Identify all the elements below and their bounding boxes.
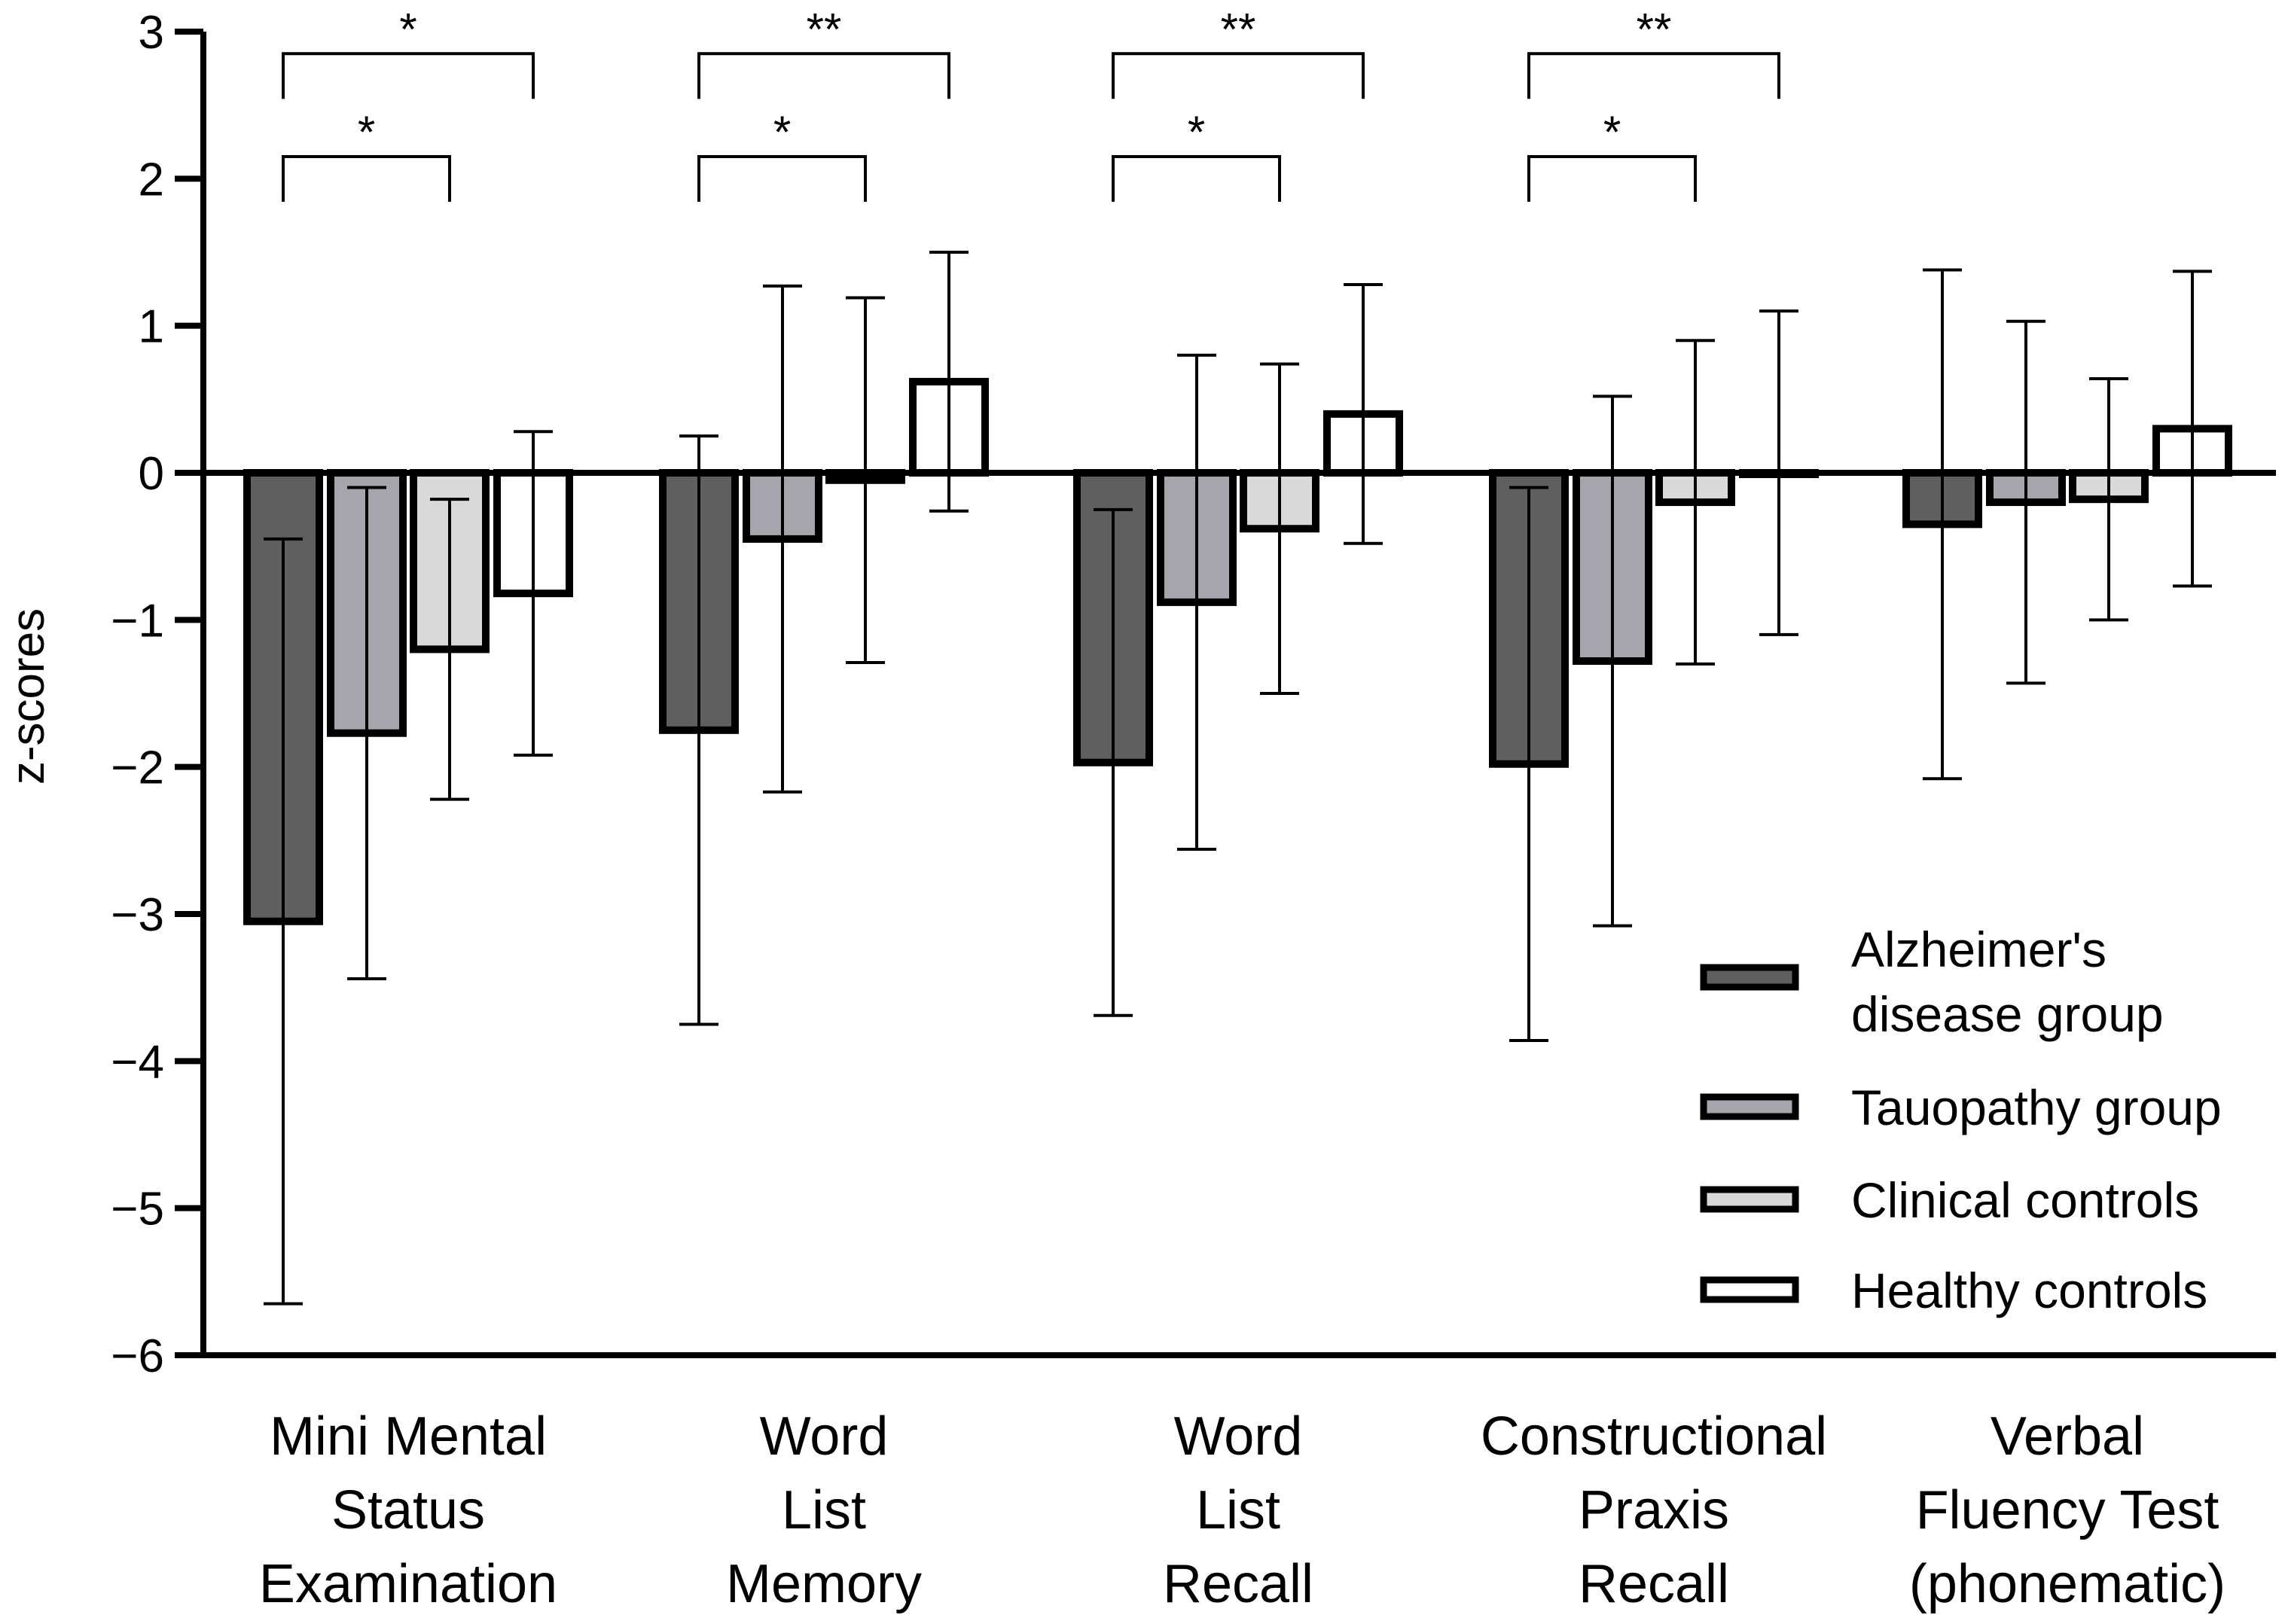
error-bar-alzheimer-s-disease-group-cat4 — [1923, 268, 1962, 781]
legend-swatch — [1700, 1186, 1799, 1213]
x-category-label-line: Praxis — [1579, 1480, 1729, 1540]
y-tick-label: −4 — [111, 1036, 164, 1088]
significance-label: * — [1188, 107, 1205, 157]
significance-bracket: * — [282, 4, 535, 99]
significance-label: * — [773, 107, 791, 157]
x-category-label-line: Memory — [726, 1554, 922, 1614]
significance-bracket: * — [1112, 107, 1281, 203]
legend-swatch — [1700, 1276, 1799, 1303]
x-category-label-3: Constructional Praxis Recall — [1481, 1406, 1827, 1614]
bars-layer — [243, 251, 2232, 1306]
significance-label: * — [358, 107, 375, 157]
axes-layer: 3 2 1 0 −1 −2 −3 −4 −5 −6 Mini Mental Status Examina… — [111, 7, 2276, 1614]
error-bar-healthy-controls-cat4 — [2173, 270, 2212, 588]
x-category-label-line: Mini Mental — [270, 1406, 547, 1467]
error-bar-alzheimer-s-disease-group-cat3 — [1509, 486, 1548, 1042]
y-tick-label: 1 — [139, 301, 164, 353]
legend-swatch — [1700, 1093, 1799, 1120]
error-bar-tauopathy-group-cat1 — [763, 284, 802, 794]
error-bar-tauopathy-group-cat0 — [347, 486, 386, 980]
y-tick-label: 0 — [139, 448, 164, 500]
significance-label: * — [1603, 107, 1621, 157]
error-bar-alzheimer-s-disease-group-cat2 — [1094, 507, 1133, 1017]
significance-bracket: ** — [1112, 4, 1365, 99]
y-tick-label: −1 — [111, 595, 164, 647]
x-category-label-line: Verbal — [1991, 1406, 2144, 1467]
error-bar-healthy-controls-cat2 — [1344, 282, 1383, 545]
error-bar-tauopathy-group-cat3 — [1593, 395, 1632, 928]
x-category-label-line: List — [1196, 1480, 1280, 1540]
significance-layer: *********** — [282, 4, 1780, 203]
legend-label: Clinical controls — [1851, 1172, 2199, 1228]
x-category-label-line: Recall — [1163, 1554, 1313, 1614]
error-bar-clinical-controls-cat2 — [1260, 362, 1299, 695]
error-bar-clinical-controls-cat3 — [1676, 339, 1715, 666]
legend-label: Healthy controls — [1851, 1263, 2207, 1318]
y-axis-label: z-scores — [2, 608, 54, 785]
y-tick-label: −6 — [111, 1330, 164, 1382]
error-bar-alzheimer-s-disease-group-cat0 — [264, 537, 303, 1306]
x-category-label-line: Word — [760, 1406, 889, 1467]
significance-label: * — [399, 4, 416, 54]
y-tick-label: −3 — [111, 889, 164, 941]
legend-item-clinical-controls: Clinical controls — [1700, 1172, 2199, 1228]
error-bar-healthy-controls-cat0 — [514, 430, 553, 757]
x-category-label-4: Verbal Fluency Test (phonematic) — [1909, 1406, 2225, 1614]
significance-bracket: * — [1527, 107, 1697, 203]
error-bar-tauopathy-group-cat2 — [1177, 353, 1216, 852]
legend-label: Alzheimer's — [1851, 922, 2106, 977]
x-category-label-line: Status — [331, 1480, 485, 1540]
error-bar-tauopathy-group-cat4 — [2006, 319, 2045, 685]
legend-label: disease group — [1851, 986, 2164, 1042]
error-bar-clinical-controls-cat1 — [846, 296, 885, 664]
significance-label: ** — [807, 4, 842, 54]
significance-bracket: ** — [1527, 4, 1780, 99]
significance-bracket: * — [282, 107, 451, 203]
x-category-label-line: Word — [1174, 1406, 1303, 1467]
x-category-label-line: (phonematic) — [1909, 1554, 2225, 1614]
legend: Alzheimer's disease group Tauopathy group C… — [1700, 922, 2222, 1318]
x-category-label-0: Mini Mental Status Examination — [259, 1406, 557, 1614]
legend-item-healthy-controls: Healthy controls — [1700, 1263, 2207, 1318]
y-tick-label: 2 — [139, 154, 164, 206]
x-category-label-line: List — [782, 1480, 866, 1540]
significance-bracket: * — [697, 107, 867, 203]
legend-label: Tauopathy group — [1851, 1080, 2222, 1135]
significance-label: ** — [1637, 4, 1672, 54]
error-bar-healthy-controls-cat1 — [929, 251, 969, 513]
legend-swatch — [1700, 964, 1799, 991]
significance-bracket: ** — [697, 4, 950, 99]
error-bar-alzheimer-s-disease-group-cat1 — [679, 434, 718, 1026]
y-tick-label: −5 — [111, 1184, 164, 1236]
x-category-label-line: Fluency Test — [1916, 1480, 2219, 1540]
x-category-label-1: Word List Memory — [726, 1406, 922, 1614]
x-category-label-line: Constructional — [1481, 1406, 1827, 1467]
y-tick-label: −2 — [111, 742, 164, 794]
x-category-label-line: Examination — [259, 1554, 557, 1614]
significance-label: ** — [1221, 4, 1256, 54]
error-bar-clinical-controls-cat4 — [2089, 376, 2128, 622]
legend-item-tauopathy-group: Tauopathy group — [1700, 1080, 2222, 1135]
x-category-label-line: Recall — [1579, 1554, 1729, 1614]
error-bar-clinical-controls-cat0 — [430, 498, 469, 801]
legend-item-alzheimer-s-disease-group: Alzheimer's disease group — [1700, 922, 2164, 1042]
x-category-label-2: Word List Recall — [1163, 1406, 1313, 1614]
y-tick-label: 3 — [139, 7, 164, 59]
